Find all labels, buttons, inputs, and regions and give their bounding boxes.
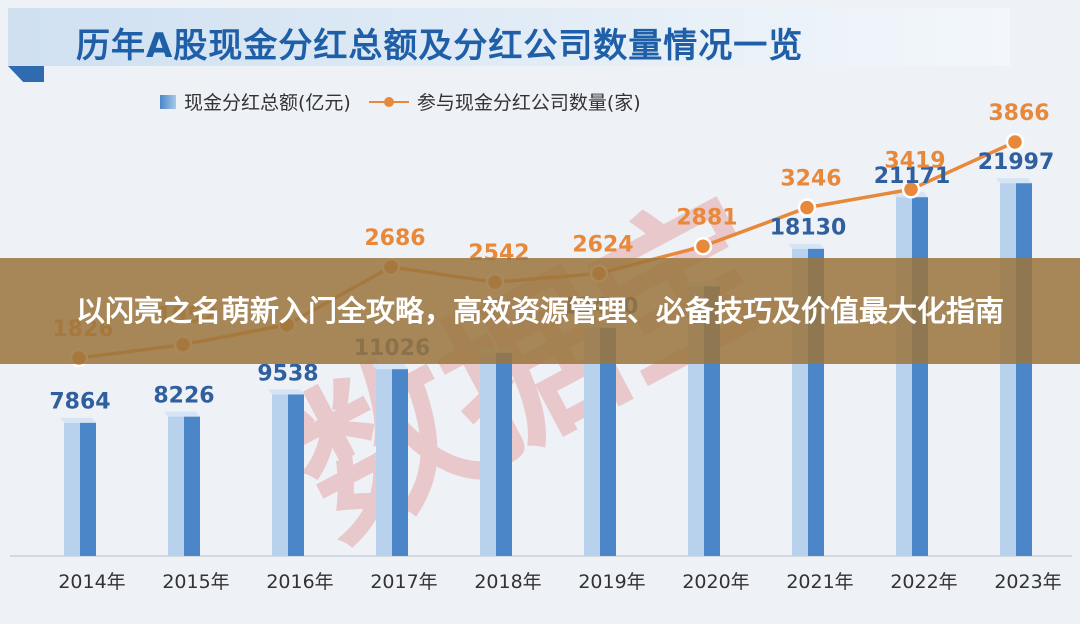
- x-tick-label: 2022年: [890, 571, 957, 593]
- line-point: [693, 237, 713, 256]
- bar-2019年: [584, 327, 616, 556]
- x-tick-label: 2023年: [994, 571, 1061, 593]
- line-value-label: 3419: [884, 148, 945, 173]
- line-value-label: 3866: [988, 101, 1049, 126]
- x-tick-label: 2016年: [266, 571, 333, 593]
- bar-2018年: [480, 352, 512, 556]
- x-tick-label: 2015年: [162, 571, 229, 593]
- legend-item-line: 参与现金分红公司数量(家): [368, 88, 641, 115]
- x-tick-label: 2017年: [370, 571, 437, 593]
- legend-line-swatch: [368, 95, 409, 109]
- legend-item-bar: 现金分红总额(亿元): [160, 88, 351, 115]
- bar-cap: [164, 411, 200, 417]
- title-banner: [8, 8, 1010, 82]
- line-point: [901, 180, 921, 199]
- bar-2017年: [376, 369, 408, 556]
- line-value-label: 2624: [572, 232, 633, 257]
- bar-cap: [788, 243, 824, 249]
- chart-legend: 现金分红总额(亿元) 参与现金分红公司数量(家): [160, 88, 641, 115]
- bar-value-label: 21171: [874, 164, 951, 189]
- bar-cap: [60, 417, 96, 423]
- bar-2022年: [896, 197, 928, 556]
- bar-value-label: 9538: [257, 361, 318, 386]
- x-tick-label: 2018年: [474, 571, 541, 593]
- bar-cap: [268, 389, 304, 395]
- headline-text: 以闪亮之名萌新入门全攻略，高效资源管理、必备技巧及价值最大化指南: [75, 294, 1004, 328]
- bar-value-label: 7864: [49, 390, 110, 415]
- bar-2023年: [1000, 183, 1032, 556]
- bar-cap: [996, 178, 1032, 184]
- legend-bar-label: 现金分红总额(亿元): [184, 92, 351, 114]
- x-tick-label: 2020年: [682, 571, 749, 593]
- x-tick-label: 2014年: [58, 571, 125, 593]
- line-value-label: 2686: [364, 226, 425, 251]
- bar-2016年: [272, 394, 304, 556]
- x-tick-label: 2021年: [786, 571, 853, 593]
- line-point: [797, 198, 817, 217]
- headline-overlay: 以闪亮之名萌新入门全攻略，高效资源管理、必备技巧及价值最大化指南: [0, 258, 1080, 364]
- line-value-label: 3246: [780, 167, 841, 192]
- chart-title: 历年A股现金分红总额及分红公司数量情况一览: [76, 26, 804, 66]
- bar-2014年: [64, 422, 96, 556]
- legend-line-label: 参与现金分红公司数量(家): [416, 92, 641, 114]
- legend-bar-swatch: [160, 94, 176, 109]
- bar-2015年: [168, 416, 200, 556]
- bar-cap: [372, 364, 408, 370]
- bar-value-label: 8226: [153, 384, 214, 409]
- line-value-label: 2881: [676, 205, 737, 230]
- bar-value-label: 18130: [770, 216, 847, 241]
- line-point: [1005, 132, 1025, 152]
- x-tick-label: 2019年: [578, 571, 645, 593]
- bar-value-label: 21997: [978, 150, 1055, 175]
